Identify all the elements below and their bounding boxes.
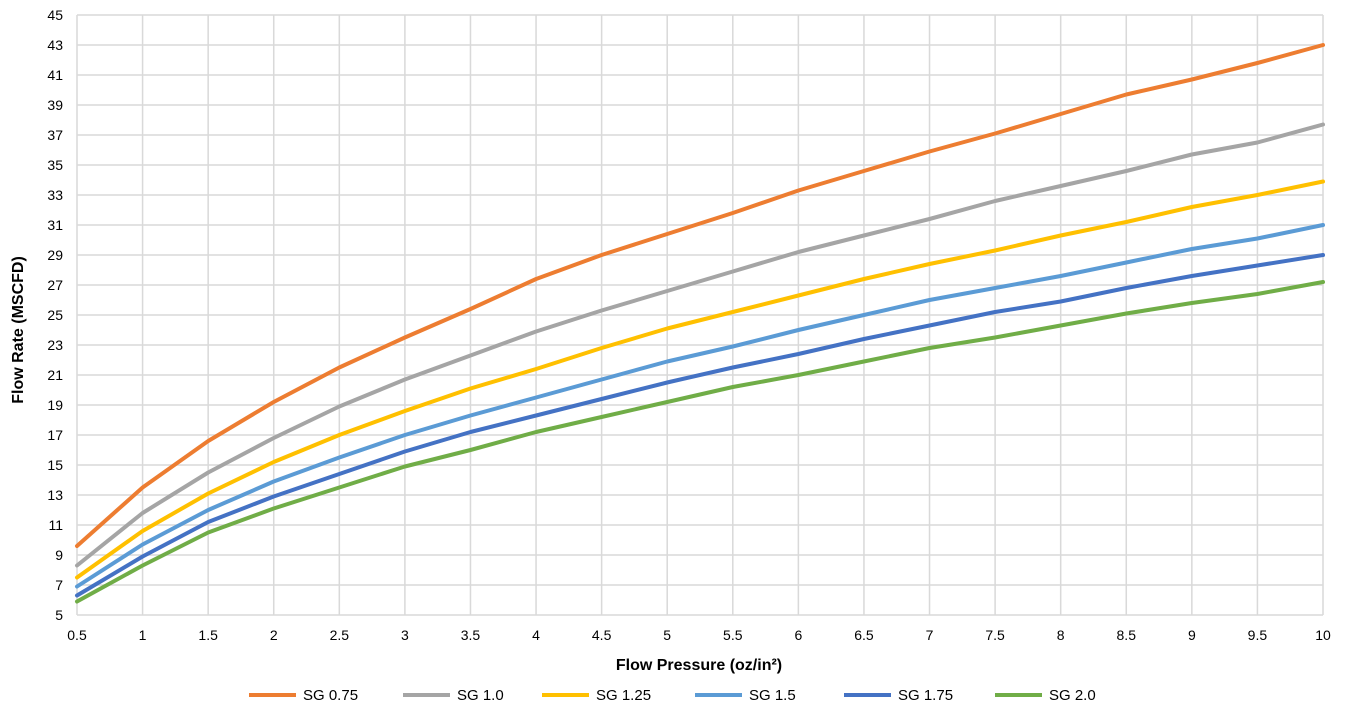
x-axis-ticks: 0.5 1 1.5 2 2.5 3 3.5 4 4.5 5 5.5 6 6.5 7 7.5 8 8.5 9 9.5 1… (67, 627, 1331, 643)
x-tick-label: 9 (1188, 627, 1196, 643)
x-tick-label: 7.5 (985, 627, 1005, 643)
y-tick-label: 35 (47, 157, 63, 173)
y-tick-label: 15 (47, 457, 63, 473)
series-lines (75, 43, 1325, 604)
legend-label-sg-1-75: SG 1.75 (898, 687, 953, 704)
x-tick-label: 7 (926, 627, 934, 643)
x-tick-label: 4 (532, 627, 540, 643)
x-tick-label: 5 (663, 627, 671, 643)
y-tick-label: 17 (47, 427, 63, 443)
x-axis-title: Flow Pressure (oz/in²) (616, 657, 782, 674)
x-tick-label: 3.5 (461, 627, 481, 643)
legend-label-sg-1-25: SG 1.25 (596, 687, 651, 704)
y-tick-label: 21 (47, 367, 63, 383)
legend: SG 0.75 SG 1.0 SG 1.25 SG 1.5 SG 1.75 SG 2.0 (249, 687, 1096, 704)
series-line-sg-1-75 (75, 253, 1325, 598)
y-tick-label: 23 (47, 337, 63, 353)
x-tick-label: 5.5 (723, 627, 743, 643)
y-tick-label: 33 (47, 187, 63, 203)
y-tick-label: 29 (47, 247, 63, 263)
grid (76, 14, 1324, 616)
x-tick-label: 6.5 (854, 627, 874, 643)
y-tick-label: 9 (55, 547, 63, 563)
y-tick-label: 11 (48, 517, 63, 533)
y-tick-label: 39 (47, 97, 63, 113)
legend-label-sg-0-75: SG 0.75 (303, 687, 358, 704)
y-axis-title: Flow Rate (MSCFD) (10, 256, 27, 404)
x-tick-label: 3 (401, 627, 409, 643)
series-line-sg-1-25 (75, 179, 1325, 580)
series-line-sg-1-0 (75, 122, 1325, 568)
x-tick-label: 1.5 (198, 627, 218, 643)
y-axis-ticks: 5 7 9 11 13 15 17 19 21 23 25 27 29 31 33 35 37 39 41 43 45 (47, 7, 63, 623)
y-tick-label: 7 (55, 577, 63, 593)
legend-label-sg-2-0: SG 2.0 (1049, 687, 1096, 704)
x-tick-label: 2.5 (330, 627, 350, 643)
y-tick-label: 5 (55, 607, 63, 623)
y-tick-label: 19 (47, 397, 63, 413)
legend-label-sg-1-0: SG 1.0 (457, 687, 504, 704)
series-line-sg-2-0 (75, 280, 1325, 604)
y-tick-label: 45 (47, 7, 63, 23)
series-line-sg-0-75 (75, 43, 1325, 548)
x-tick-label: 8 (1057, 627, 1065, 643)
x-tick-label: 2 (270, 627, 278, 643)
x-tick-label: 1 (139, 627, 147, 643)
y-tick-label: 41 (47, 67, 63, 83)
x-tick-label: 10 (1315, 627, 1331, 643)
y-tick-label: 37 (47, 127, 63, 143)
legend-label-sg-1-5: SG 1.5 (749, 687, 796, 704)
y-tick-label: 43 (47, 37, 63, 53)
y-tick-label: 25 (47, 307, 63, 323)
y-tick-label: 31 (47, 217, 63, 233)
y-tick-label: 13 (47, 487, 63, 503)
x-tick-label: 8.5 (1117, 627, 1137, 643)
x-tick-label: 4.5 (592, 627, 612, 643)
x-tick-label: 6 (794, 627, 802, 643)
x-tick-label: 9.5 (1248, 627, 1268, 643)
series-line-sg-1-5 (75, 223, 1325, 589)
x-tick-label: 0.5 (67, 627, 87, 643)
y-tick-label: 27 (47, 277, 63, 293)
